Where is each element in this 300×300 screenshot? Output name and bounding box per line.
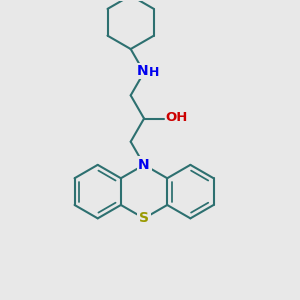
Text: N: N <box>138 158 150 172</box>
Text: S: S <box>139 212 149 225</box>
Text: N: N <box>137 64 148 78</box>
Text: H: H <box>149 66 160 79</box>
Text: OH: OH <box>166 111 188 124</box>
